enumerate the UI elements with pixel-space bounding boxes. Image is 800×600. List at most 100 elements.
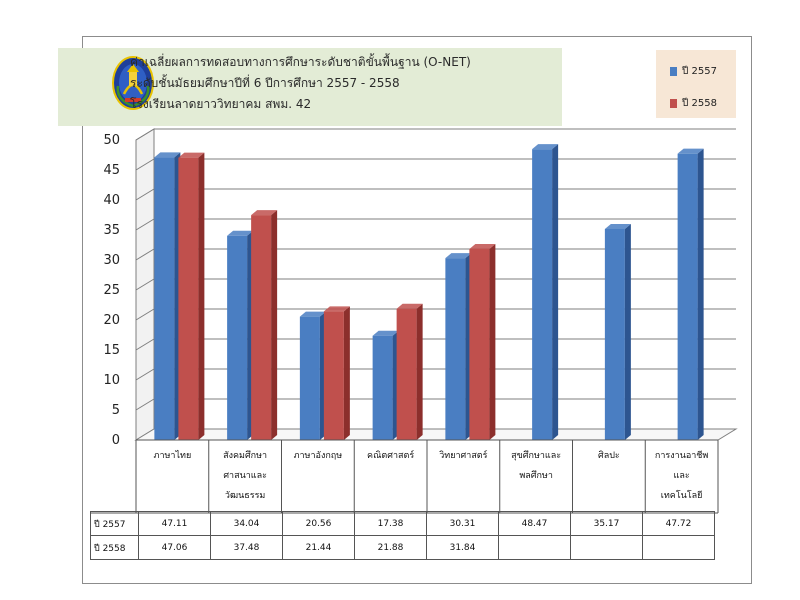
table-row: ปี 2558 47.06 37.48 21.44 21.88 31.84	[90, 535, 715, 560]
legend: ปี 2557 ปี 2558	[656, 50, 736, 118]
table-cell: 17.38	[354, 511, 427, 536]
bar-side	[271, 210, 278, 440]
category-label: สุขศึกษาและ	[511, 450, 561, 461]
table-cell: 20.56	[282, 511, 355, 536]
bar-top	[323, 306, 350, 312]
floor	[134, 428, 738, 441]
bar-top	[677, 148, 704, 154]
category-label: สังคมศึกษา	[223, 450, 267, 461]
y-tick-label: 20	[103, 313, 120, 328]
bar-2558	[251, 215, 272, 440]
table-cell: 47.06	[138, 535, 211, 560]
y-tick-label: 35	[103, 223, 120, 238]
bar-side	[416, 303, 423, 440]
gridline-diag	[135, 368, 155, 381]
category-label: วิทยาศาสตร์	[439, 449, 487, 461]
bar-2557	[677, 153, 698, 440]
y-tick-label: 0	[112, 433, 120, 448]
bar-top	[532, 144, 559, 150]
chart-title-line-2: ระดับชั้นมัธยมศึกษาปีที่ 6 ปีการศึกษา 25…	[130, 76, 400, 90]
category-label: เทคโนโลยี	[661, 490, 703, 501]
legend-label-2557: ปี 2557	[682, 66, 717, 77]
bar-side	[624, 223, 631, 440]
bar-2558	[396, 308, 417, 440]
bar-top	[396, 303, 423, 309]
table-cell: 21.44	[282, 535, 355, 560]
bar-top	[469, 243, 496, 249]
table-cell: 31.84	[426, 535, 499, 560]
y-tick-label: 15	[103, 343, 120, 358]
table-cell: 48.47	[498, 511, 571, 536]
gridline-diag	[135, 128, 155, 141]
bar-2557	[227, 235, 248, 440]
bar-top	[445, 253, 472, 259]
table-cell: 37.48	[210, 535, 283, 560]
bar-2557	[299, 316, 320, 440]
table-cell: 21.88	[354, 535, 427, 560]
table-cell	[498, 535, 571, 560]
bar-top	[604, 223, 631, 229]
gridline-diag	[135, 158, 155, 171]
bar-top	[299, 311, 326, 317]
bar-top	[154, 152, 181, 158]
gridline-diag	[135, 218, 155, 231]
gridline-diag	[135, 338, 155, 351]
y-tick-label: 25	[103, 283, 120, 298]
chart-title: ค่าเฉลี่ยผลการทดสอบทางการศึกษาระดับชาติข…	[130, 52, 550, 115]
y-tick-label: 40	[103, 193, 120, 208]
category-label: ภาษาอังกฤษ	[294, 451, 343, 461]
table-row-label: ปี 2557	[90, 511, 139, 536]
y-tick-label: 30	[103, 253, 120, 268]
bar-2557	[532, 149, 553, 440]
bar-2558	[178, 157, 199, 440]
bar-side	[697, 148, 704, 440]
table-row: ปี 2557 47.11 34.04 20.56 17.38 30.31 48.47 35.…	[90, 511, 715, 536]
legend-swatch-2557	[670, 67, 677, 76]
table-cell	[642, 535, 715, 560]
category-label: วัฒนธรรม	[225, 491, 265, 501]
category-label: การงานอาชีพ	[655, 450, 709, 461]
bar-side	[343, 306, 350, 440]
gridline-diag	[135, 248, 155, 261]
bar-2557	[372, 335, 393, 440]
category-label: ศาสนาและ	[223, 471, 267, 481]
data-table: ปี 2557 47.11 34.04 20.56 17.38 30.31 48.47 35.…	[90, 511, 715, 560]
table-cell: 34.04	[210, 511, 283, 536]
gridline-diag	[135, 398, 155, 411]
category-label: ภาษาไทย	[154, 450, 192, 461]
bar-side	[198, 152, 205, 440]
y-tick-label: 10	[103, 373, 120, 388]
bar-2558	[469, 248, 490, 440]
legend-item-2558: ปี 2558	[670, 96, 717, 111]
table-cell: 30.31	[426, 511, 499, 536]
bar-2558	[323, 311, 344, 440]
bar-top	[178, 152, 205, 158]
legend-label-2558: ปี 2558	[682, 98, 717, 109]
category-label: ศิลปะ	[598, 450, 620, 461]
bar-side	[552, 144, 559, 440]
bar-top	[251, 210, 278, 216]
table-row-label: ปี 2558	[90, 535, 139, 560]
y-tick-label: 50	[103, 133, 120, 148]
legend-item-2557: ปี 2557	[670, 64, 717, 79]
table-cell: 35.17	[570, 511, 643, 536]
bar-top	[227, 230, 254, 236]
bar-2557	[604, 228, 625, 440]
bar-side	[489, 243, 496, 440]
bar-top	[372, 330, 399, 336]
table-cell: 47.72	[642, 511, 715, 536]
gridline-diag	[135, 308, 155, 321]
school-emblem-icon	[112, 56, 154, 110]
table-cell: 47.11	[138, 511, 211, 536]
category-label: พลศึกษา	[519, 470, 553, 481]
table-cell	[570, 535, 643, 560]
gridline-diag	[135, 278, 155, 291]
bar-2557	[445, 258, 466, 440]
category-label: และ	[674, 471, 690, 481]
bar-2557	[154, 157, 175, 440]
y-tick-label: 5	[112, 403, 120, 418]
category-label: คณิตศาสตร์	[367, 449, 414, 461]
legend-swatch-2558	[670, 99, 677, 108]
gridline-diag	[135, 188, 155, 201]
